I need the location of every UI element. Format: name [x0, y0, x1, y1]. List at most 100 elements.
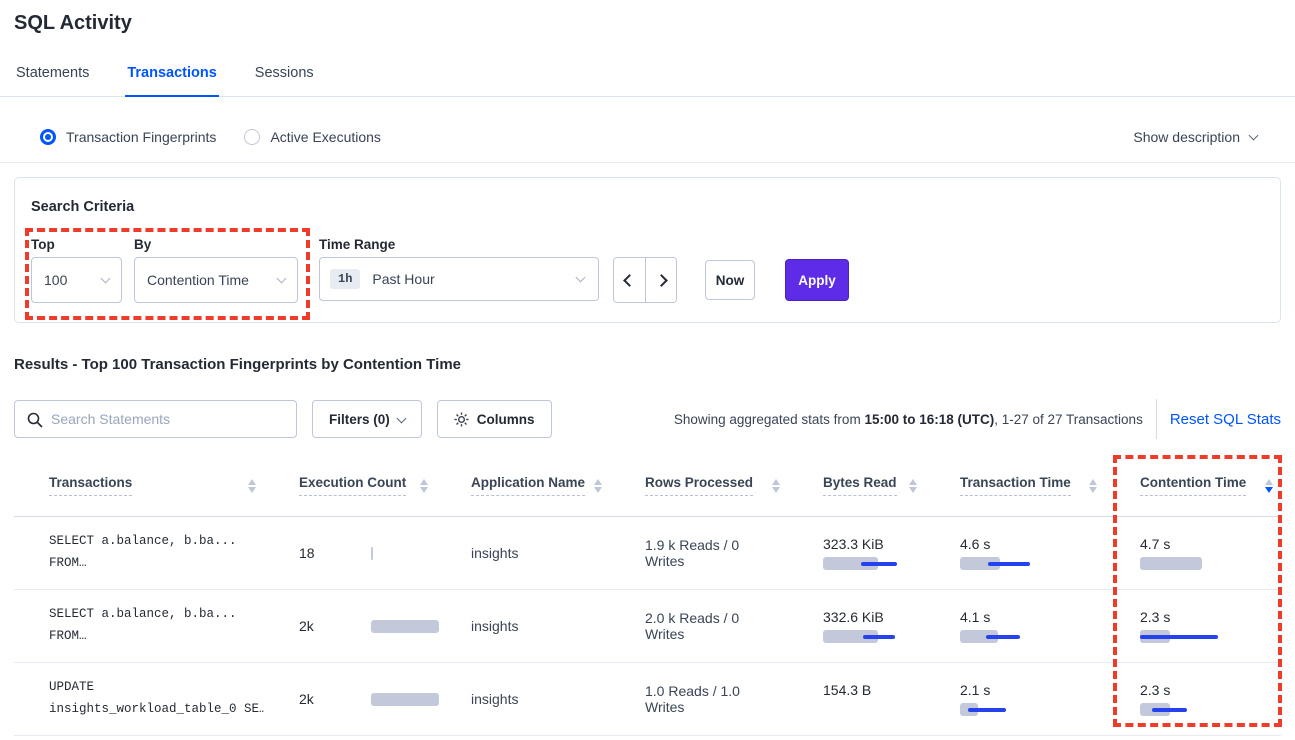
table-row[interactable]: SELECT a.balance, b.ba... FROM… 18 insig…	[14, 517, 1281, 590]
application-name-cell: insights	[471, 691, 519, 707]
column-header-bytes-read[interactable]: Bytes Read	[788, 475, 925, 496]
search-criteria-title: Search Criteria	[31, 199, 135, 215]
sort-icon[interactable]	[907, 477, 919, 495]
radio-unselected-icon	[244, 129, 261, 145]
bytes-read-cell: 154.3 B	[788, 682, 925, 717]
column-header-transactions[interactable]: Transactions	[14, 475, 264, 496]
contention-time-cell: 2.3 s	[1105, 609, 1281, 644]
next-time-button[interactable]	[645, 258, 676, 302]
sort-icon[interactable]	[770, 477, 782, 495]
time-range-value: Past Hour	[372, 271, 435, 287]
execution-count-cell: 18	[264, 545, 436, 561]
previous-time-button[interactable]	[614, 258, 645, 302]
filters-label: Filters (0)	[329, 411, 390, 427]
radio-label: Active Executions	[270, 129, 381, 145]
chevron-right-icon	[654, 273, 668, 287]
column-header-transaction-time[interactable]: Transaction Time	[925, 475, 1105, 496]
table-row[interactable]: SELECT a.balance, b.ba... FROM… 2k insig…	[14, 590, 1281, 663]
search-statements-input[interactable]	[15, 401, 296, 437]
reset-sql-stats-link[interactable]: Reset SQL Stats	[1169, 410, 1281, 428]
transactions-table: Transactions Execution Count Application…	[14, 455, 1281, 736]
chevron-down-icon	[575, 272, 586, 282]
show-description-toggle[interactable]: Show description	[1133, 129, 1259, 145]
transaction-fingerprint-cell[interactable]: UPDATE insights_workload_table_0 SE…	[49, 680, 264, 716]
filters-button[interactable]: Filters (0)	[312, 400, 422, 438]
apply-button[interactable]: Apply	[785, 259, 849, 301]
by-select[interactable]: Contention Time	[134, 257, 298, 303]
transaction-fingerprint-cell[interactable]: SELECT a.balance, b.ba... FROM…	[49, 534, 237, 570]
contention-time-bar	[1140, 630, 1220, 644]
column-header-rows-processed[interactable]: Rows Processed	[610, 475, 788, 496]
time-range-picker[interactable]: 1h Past Hour	[319, 257, 599, 301]
execution-count-cell: 2k	[264, 618, 439, 634]
time-range-badge: 1h	[330, 269, 361, 289]
bytes-read-bar	[823, 557, 903, 571]
now-button[interactable]: Now	[705, 260, 755, 300]
bytes-read-cell: 332.6 KiB	[788, 609, 925, 644]
columns-button[interactable]: Columns	[436, 400, 552, 438]
page-title: SQL Activity	[14, 12, 132, 34]
application-name-cell: insights	[471, 618, 519, 634]
radio-label: Transaction Fingerprints	[66, 129, 217, 145]
rows-processed-cell: 2.0 k Reads / 0 Writes	[645, 610, 740, 642]
column-header-execution-count[interactable]: Execution Count	[264, 475, 436, 496]
column-header-application-name[interactable]: Application Name	[436, 475, 610, 496]
vertical-divider	[1155, 399, 1157, 439]
transaction-time-bar	[960, 630, 1040, 644]
radio-transaction-fingerprints[interactable]: Transaction Fingerprints	[40, 129, 216, 145]
sort-icon[interactable]	[418, 477, 430, 495]
search-criteria-card: Search Criteria Top 100 By Contention Ti…	[14, 177, 1281, 323]
by-label: By	[134, 237, 152, 252]
tab-bar: Statements Transactions Sessions	[14, 55, 316, 97]
aggregated-stats-text: Showing aggregated stats from 15:00 to 1…	[673, 411, 1143, 427]
gear-icon	[454, 411, 469, 427]
transaction-fingerprint-cell[interactable]: SELECT a.balance, b.ba... FROM…	[49, 607, 237, 643]
chevron-down-icon	[396, 413, 407, 423]
tab-statements[interactable]: Statements	[16, 65, 90, 81]
radio-selected-icon	[40, 129, 56, 145]
column-header-contention-time[interactable]: Contention Time	[1105, 475, 1281, 496]
chevron-left-icon	[623, 273, 636, 287]
tab-transactions[interactable]: Transactions	[125, 55, 219, 97]
sort-icon[interactable]	[592, 477, 604, 495]
application-name-cell: insights	[471, 545, 519, 561]
execution-count-bar	[371, 546, 430, 560]
execution-count-bar	[371, 619, 439, 633]
contention-time-bar	[1140, 557, 1220, 571]
search-statements-box	[14, 400, 297, 438]
transaction-time-cell: 4.1 s	[925, 609, 1105, 644]
execution-count-cell: 2k	[264, 691, 439, 707]
top-select[interactable]: 100	[31, 257, 122, 303]
chevron-down-icon	[100, 273, 111, 283]
by-select-value: Contention Time	[147, 272, 249, 288]
results-heading: Results - Top 100 Transaction Fingerprin…	[14, 356, 462, 373]
tab-sessions[interactable]: Sessions	[254, 65, 314, 81]
transaction-time-cell: 4.6 s	[925, 536, 1105, 571]
top-select-value: 100	[44, 272, 68, 288]
contention-time-cell: 4.7 s	[1105, 536, 1281, 571]
sort-icon[interactable]	[246, 477, 258, 495]
sort-icon[interactable]	[1087, 477, 1099, 495]
execution-count-bar	[371, 692, 439, 706]
chevron-down-icon	[1248, 130, 1259, 140]
bytes-read-bar	[823, 703, 903, 717]
contention-time-bar	[1140, 703, 1220, 717]
view-toggle-row: Transaction Fingerprints Active Executio…	[0, 112, 1295, 163]
stats-area: Showing aggregated stats from 15:00 to 1…	[674, 399, 1281, 439]
radio-active-executions[interactable]: Active Executions	[244, 129, 381, 145]
transaction-time-bar	[960, 703, 1040, 717]
show-description-label: Show description	[1133, 129, 1240, 145]
results-controls-row: Filters (0) Columns Showing aggregated s…	[14, 399, 1281, 439]
chevron-down-icon	[276, 273, 287, 283]
table-row[interactable]: UPDATE insights_workload_table_0 SE… 2k …	[14, 663, 1281, 736]
top-label: Top	[31, 237, 55, 252]
search-icon	[27, 412, 43, 428]
time-range-label: Time Range	[319, 237, 396, 252]
transaction-time-bar	[960, 557, 1040, 571]
rows-processed-cell: 1.0 Reads / 1.0 Writes	[645, 683, 740, 715]
transaction-time-cell: 2.1 s	[925, 682, 1105, 717]
sort-icon-active-desc[interactable]	[1263, 477, 1275, 495]
table-header-row: Transactions Execution Count Application…	[14, 455, 1281, 517]
contention-time-cell: 2.3 s	[1105, 682, 1281, 717]
rows-processed-cell: 1.9 k Reads / 0 Writes	[645, 537, 740, 569]
